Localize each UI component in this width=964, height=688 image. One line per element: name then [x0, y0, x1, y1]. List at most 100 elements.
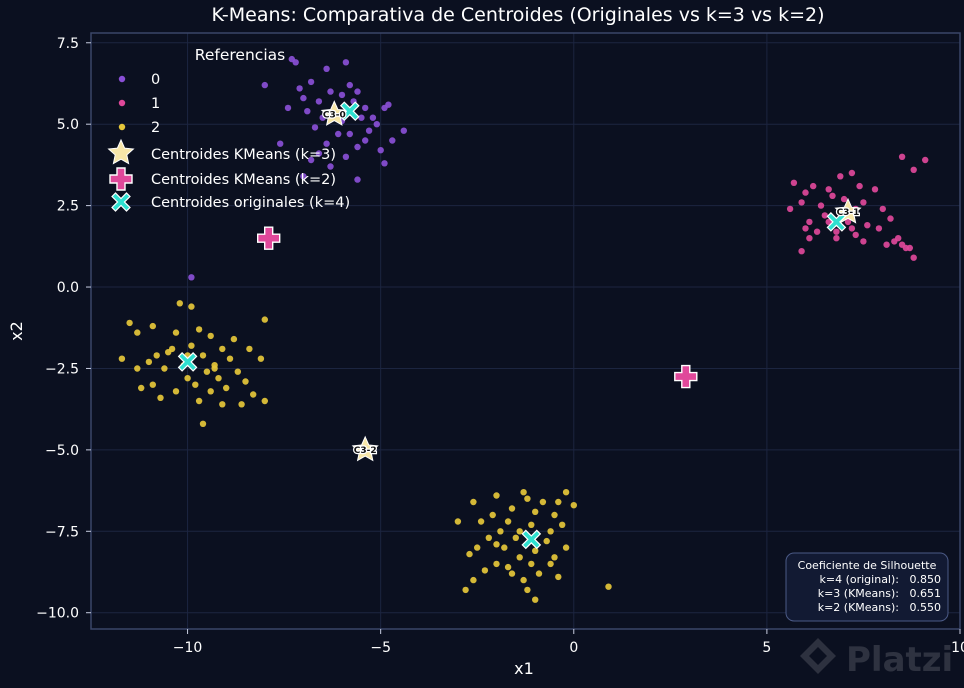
data-point-cluster-0	[354, 143, 361, 151]
data-point-cluster-2	[165, 349, 172, 356]
data-point-cluster-2	[219, 345, 226, 353]
y-tick-label: −10.0	[36, 606, 79, 622]
data-point-cluster-0	[319, 114, 326, 121]
data-point-cluster-1	[825, 186, 832, 193]
data-point-cluster-1	[806, 218, 813, 226]
x-axis-label: x1	[514, 659, 534, 678]
data-point-cluster-1	[871, 186, 879, 193]
data-point-cluster-1	[860, 199, 867, 206]
data-point-cluster-2	[520, 576, 527, 584]
data-point-cluster-2	[138, 384, 145, 392]
data-point-cluster-1	[802, 225, 809, 232]
data-point-cluster-2	[493, 541, 500, 548]
data-point-cluster-1	[902, 244, 910, 252]
data-point-cluster-2	[551, 554, 558, 561]
data-point-cluster-1	[840, 195, 848, 203]
y-axis-label: x2	[7, 321, 26, 341]
data-point-cluster-0	[311, 124, 319, 131]
data-point-cluster-2	[485, 534, 492, 541]
data-point-cluster-2	[493, 560, 500, 568]
data-point-cluster-1	[833, 235, 840, 242]
data-point-cluster-0	[346, 130, 353, 138]
data-point-cluster-0	[385, 101, 392, 108]
data-point-cluster-0	[342, 59, 350, 66]
centroid-k3-star	[320, 100, 348, 126]
grid	[91, 33, 961, 629]
data-point-cluster-1	[922, 156, 929, 164]
data-point-cluster-1	[860, 238, 867, 245]
data-point-cluster-1	[852, 231, 859, 239]
centroid-k2-plus	[674, 364, 698, 389]
data-point-cluster-2	[454, 518, 462, 525]
data-point-cluster-1	[883, 241, 890, 248]
data-point-cluster-2	[512, 534, 519, 541]
y-axis: −10.0 −7.5 −5.0 −2.5 0.0 2.5 5.0 7.5	[36, 36, 91, 622]
data-point-cluster-1	[786, 205, 794, 213]
data-point-cluster-2	[242, 378, 249, 385]
data-point-cluster-0	[307, 156, 315, 164]
data-point-cluster-2	[211, 365, 218, 372]
data-point-cluster-2	[261, 397, 268, 405]
data-point-cluster-2	[477, 518, 485, 525]
data-point-cluster-2	[219, 401, 226, 408]
data-point-cluster-0	[323, 65, 330, 73]
data-point-cluster-2	[261, 316, 268, 323]
data-point-cluster-2	[532, 596, 539, 603]
legend-label-k2: Centroides KMeans (k=2)	[151, 172, 336, 188]
centroid-original-cross	[521, 529, 542, 550]
data-point-cluster-2	[176, 300, 183, 307]
data-point-cluster-2	[246, 345, 253, 353]
centroid-k3-star	[351, 435, 379, 462]
data-point-cluster-2	[508, 570, 516, 577]
data-point-cluster-1	[856, 182, 863, 190]
data-point-cluster-0	[304, 108, 311, 115]
plot-frame	[90, 32, 961, 630]
data-point-cluster-1	[798, 199, 805, 206]
x-tick-label: −10	[173, 640, 203, 656]
data-point-cluster-2	[524, 586, 531, 594]
data-point-cluster-0	[369, 114, 377, 121]
data-point-cluster-1	[825, 218, 832, 226]
y-tick-label: 2.5	[57, 199, 79, 215]
data-point-cluster-2	[149, 322, 156, 330]
data-point-cluster-2	[524, 495, 531, 502]
data-point-cluster-2	[195, 326, 203, 333]
legend-title: Referencias	[195, 46, 285, 64]
data-point-cluster-2	[555, 498, 562, 506]
silhouette-row-value: 0.850	[910, 573, 942, 586]
data-point-cluster-2	[493, 492, 500, 499]
data-point-cluster-1	[837, 173, 844, 180]
data-point-cluster-2	[470, 498, 477, 506]
data-point-cluster-1	[810, 182, 817, 190]
data-point-cluster-2	[203, 368, 211, 375]
data-point-cluster-2	[497, 528, 504, 535]
data-point-cluster-1	[891, 238, 898, 245]
data-point-cluster-2	[172, 329, 180, 336]
data-point-cluster-1	[829, 192, 836, 199]
data-point-cluster-0	[358, 114, 365, 121]
data-point-cluster-2	[223, 384, 230, 392]
data-point-cluster-0	[354, 88, 361, 95]
data-point-cluster-2	[551, 511, 558, 519]
x-tick-label: 10	[951, 640, 964, 656]
data-point-cluster-1	[802, 189, 809, 196]
legend-swatch-2	[118, 123, 126, 131]
legend-label-0: 0	[151, 72, 160, 88]
data-point-cluster-0	[300, 173, 307, 180]
data-point-cluster-2	[481, 567, 489, 574]
data-point-cluster-2	[234, 368, 241, 375]
data-point-cluster-2	[532, 508, 539, 515]
data-point-cluster-2	[118, 355, 126, 362]
data-point-cluster-1	[879, 205, 886, 213]
data-point-cluster-2	[501, 544, 508, 551]
data-point-cluster-2	[172, 388, 180, 395]
x-tick-label: 5	[762, 640, 771, 656]
data-point-cluster-2	[199, 420, 207, 427]
chart-title: K-Means: Comparativa de Centroides (Orig…	[211, 4, 824, 26]
centroid-k3-label: C3-1	[837, 208, 860, 218]
data-point-cluster-2	[215, 375, 222, 382]
data-point-cluster-2	[504, 563, 512, 571]
data-point-cluster-2	[226, 355, 234, 362]
data-point-cluster-2	[199, 352, 207, 359]
